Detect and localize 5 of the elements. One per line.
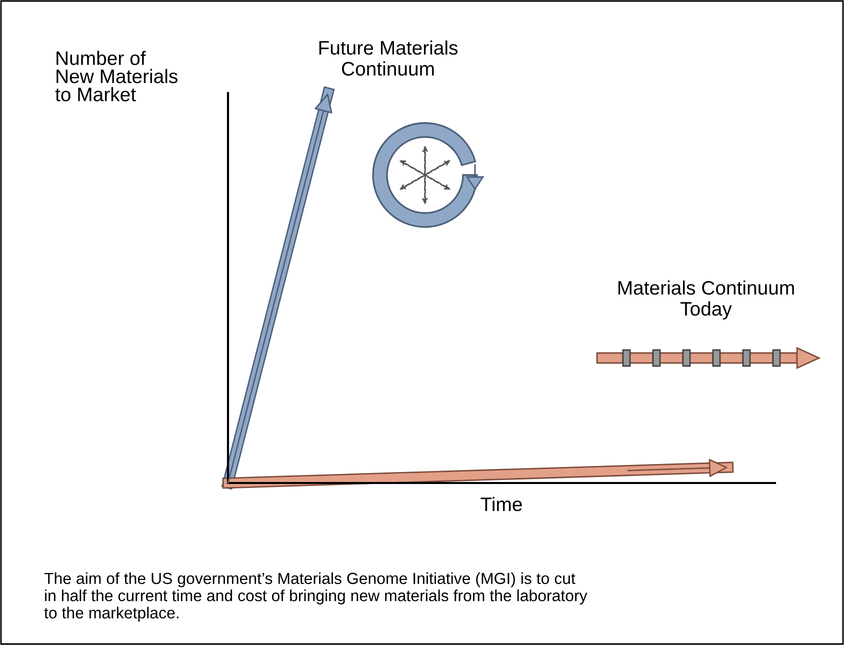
text: The aim of the US government’s Materials Genome Initiative (MGI) is to cut in half the current time and cost of bringing new materials from the laboratory to the marketplace. [44,572,588,622]
y-axis-title: Number of New Materials to Market [55,50,178,102]
annotation: Materials Continuum Today [618,280,794,320]
text: Future Materials Continuum [319,40,458,76]
x-axis-title: Time [480,496,522,512]
